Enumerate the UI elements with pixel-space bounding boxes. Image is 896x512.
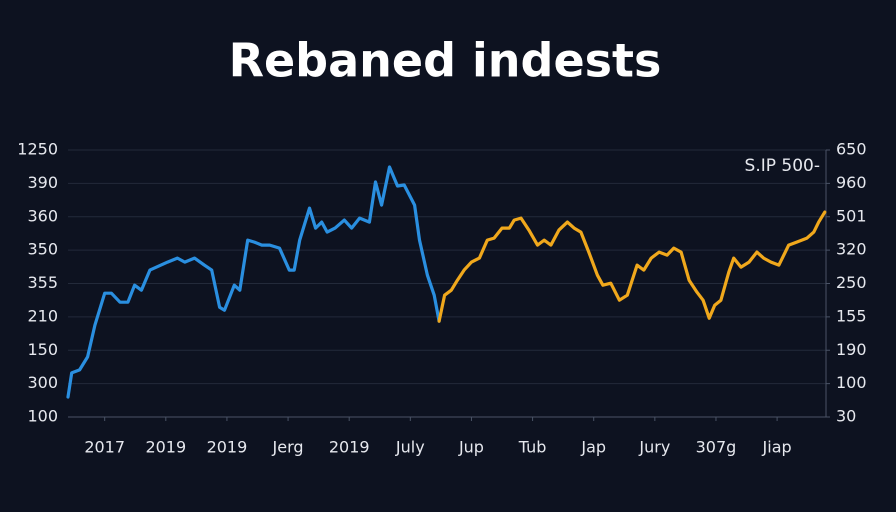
annotation: S.IP 500- <box>745 156 820 176</box>
x-tick-label: 307g <box>696 438 737 457</box>
x-tick-label: 2017 <box>84 438 125 457</box>
x-tick-label: Jup <box>458 438 484 457</box>
x-tick-label: Jury <box>638 438 670 457</box>
y-tick-label: 355 <box>27 273 58 292</box>
y2-tick-label: 501 <box>836 206 867 225</box>
y2-tick-label: 650 <box>836 140 867 159</box>
y-tick-label: 390 <box>27 173 58 192</box>
y2-tick-label: 190 <box>836 340 867 359</box>
x-tick-label: July <box>395 438 425 457</box>
x-tick-label: 2019 <box>329 438 370 457</box>
y-tick-label: 210 <box>27 306 58 325</box>
x-tick-label: Jiap <box>762 438 792 457</box>
x-tick-label: Jerg <box>272 438 304 457</box>
y2-tick-label: 100 <box>836 373 867 392</box>
x-tick-label: Tub <box>518 438 547 457</box>
line <box>437 210 827 323</box>
y-tick-label: 360 <box>27 206 58 225</box>
line <box>66 165 441 399</box>
y2-tick-label: 960 <box>836 173 867 192</box>
y-tick-label: 150 <box>27 340 58 359</box>
chart-title: Rebaned indests <box>229 34 662 88</box>
y2-tick-label: 320 <box>836 240 867 259</box>
x-tick-label: 2019 <box>145 438 186 457</box>
x-tick-label: Jap <box>580 438 606 457</box>
y-tick-label: 100 <box>27 407 58 426</box>
y-tick-label: 300 <box>27 373 58 392</box>
y2-tick-label: 155 <box>836 306 867 325</box>
x-tick-label: 2019 <box>207 438 248 457</box>
y-tick-label: 1250 <box>17 140 58 159</box>
y-tick-label: 350 <box>27 240 58 259</box>
y2-tick-label: 250 <box>836 273 867 292</box>
y2-tick-label: 30 <box>836 407 856 426</box>
